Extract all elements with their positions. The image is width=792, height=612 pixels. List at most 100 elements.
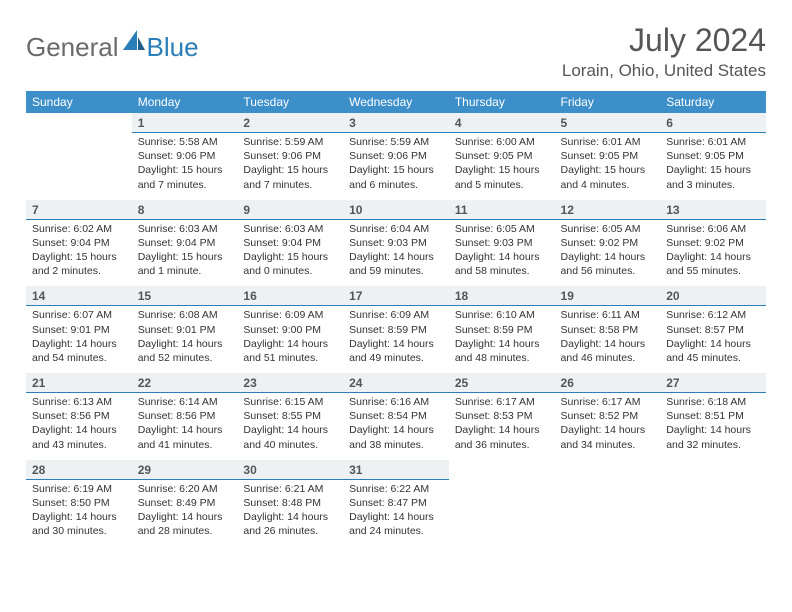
day-details: Sunrise: 6:05 AMSunset: 9:02 PMDaylight:… bbox=[555, 220, 661, 287]
daylight-text: Daylight: 14 hours and 28 minutes. bbox=[138, 510, 232, 538]
day-number: 14 bbox=[26, 286, 132, 306]
location: Lorain, Ohio, United States bbox=[562, 61, 766, 81]
sunrise-text: Sunrise: 6:02 AM bbox=[32, 222, 126, 236]
logo-text-blue: Blue bbox=[147, 32, 199, 63]
sunset-text: Sunset: 8:51 PM bbox=[666, 409, 760, 423]
day-number: 5 bbox=[555, 113, 661, 133]
day-number: 25 bbox=[449, 373, 555, 393]
daylight-text: Daylight: 14 hours and 32 minutes. bbox=[666, 423, 760, 451]
calendar-week-row: 7Sunrise: 6:02 AMSunset: 9:04 PMDaylight… bbox=[26, 200, 766, 287]
sunset-text: Sunset: 9:01 PM bbox=[32, 323, 126, 337]
logo-text-general: General bbox=[26, 32, 119, 63]
calendar-day-cell: 18Sunrise: 6:10 AMSunset: 8:59 PMDayligh… bbox=[449, 286, 555, 373]
day-details: Sunrise: 6:17 AMSunset: 8:53 PMDaylight:… bbox=[449, 393, 555, 460]
daylight-text: Daylight: 14 hours and 55 minutes. bbox=[666, 250, 760, 278]
daylight-text: Daylight: 14 hours and 41 minutes. bbox=[138, 423, 232, 451]
sunset-text: Sunset: 8:59 PM bbox=[455, 323, 549, 337]
sunset-text: Sunset: 9:05 PM bbox=[561, 149, 655, 163]
calendar-week-row: 21Sunrise: 6:13 AMSunset: 8:56 PMDayligh… bbox=[26, 373, 766, 460]
daylight-text: Daylight: 14 hours and 48 minutes. bbox=[455, 337, 549, 365]
calendar-day-cell: 3Sunrise: 5:59 AMSunset: 9:06 PMDaylight… bbox=[343, 113, 449, 200]
day-details: Sunrise: 6:03 AMSunset: 9:04 PMDaylight:… bbox=[132, 220, 238, 287]
sunset-text: Sunset: 8:59 PM bbox=[349, 323, 443, 337]
day-details: Sunrise: 5:59 AMSunset: 9:06 PMDaylight:… bbox=[343, 133, 449, 200]
day-details: Sunrise: 6:20 AMSunset: 8:49 PMDaylight:… bbox=[132, 480, 238, 547]
calendar-day-cell: 29Sunrise: 6:20 AMSunset: 8:49 PMDayligh… bbox=[132, 460, 238, 547]
day-details: Sunrise: 6:09 AMSunset: 8:59 PMDaylight:… bbox=[343, 306, 449, 373]
sunset-text: Sunset: 9:04 PM bbox=[138, 236, 232, 250]
title-block: July 2024 Lorain, Ohio, United States bbox=[562, 22, 766, 81]
calendar-day-cell: . bbox=[660, 460, 766, 547]
daylight-text: Daylight: 14 hours and 52 minutes. bbox=[138, 337, 232, 365]
day-details: Sunrise: 6:11 AMSunset: 8:58 PMDaylight:… bbox=[555, 306, 661, 373]
sunrise-text: Sunrise: 6:09 AM bbox=[349, 308, 443, 322]
logo: General Blue bbox=[26, 30, 199, 65]
day-number: 22 bbox=[132, 373, 238, 393]
calendar-day-cell: 14Sunrise: 6:07 AMSunset: 9:01 PMDayligh… bbox=[26, 286, 132, 373]
day-details: Sunrise: 6:08 AMSunset: 9:01 PMDaylight:… bbox=[132, 306, 238, 373]
sunrise-text: Sunrise: 6:15 AM bbox=[243, 395, 337, 409]
calendar-day-cell: 6Sunrise: 6:01 AMSunset: 9:05 PMDaylight… bbox=[660, 113, 766, 200]
day-details: Sunrise: 6:03 AMSunset: 9:04 PMDaylight:… bbox=[237, 220, 343, 287]
day-of-week-header: Tuesday bbox=[237, 91, 343, 113]
calendar-day-cell: 22Sunrise: 6:14 AMSunset: 8:56 PMDayligh… bbox=[132, 373, 238, 460]
day-details: Sunrise: 6:00 AMSunset: 9:05 PMDaylight:… bbox=[449, 133, 555, 200]
sunrise-text: Sunrise: 6:00 AM bbox=[455, 135, 549, 149]
calendar-day-cell: 15Sunrise: 6:08 AMSunset: 9:01 PMDayligh… bbox=[132, 286, 238, 373]
sunrise-text: Sunrise: 6:01 AM bbox=[666, 135, 760, 149]
daylight-text: Daylight: 14 hours and 56 minutes. bbox=[561, 250, 655, 278]
calendar-day-cell: 8Sunrise: 6:03 AMSunset: 9:04 PMDaylight… bbox=[132, 200, 238, 287]
daylight-text: Daylight: 15 hours and 6 minutes. bbox=[349, 163, 443, 191]
day-details: Sunrise: 6:04 AMSunset: 9:03 PMDaylight:… bbox=[343, 220, 449, 287]
day-number: 7 bbox=[26, 200, 132, 220]
day-details: Sunrise: 6:06 AMSunset: 9:02 PMDaylight:… bbox=[660, 220, 766, 287]
sunrise-text: Sunrise: 6:09 AM bbox=[243, 308, 337, 322]
day-details: Sunrise: 6:05 AMSunset: 9:03 PMDaylight:… bbox=[449, 220, 555, 287]
day-number: 29 bbox=[132, 460, 238, 480]
sunset-text: Sunset: 9:05 PM bbox=[666, 149, 760, 163]
calendar-table: SundayMondayTuesdayWednesdayThursdayFrid… bbox=[26, 91, 766, 546]
sunrise-text: Sunrise: 6:18 AM bbox=[666, 395, 760, 409]
calendar-day-cell: 10Sunrise: 6:04 AMSunset: 9:03 PMDayligh… bbox=[343, 200, 449, 287]
day-details: Sunrise: 5:58 AMSunset: 9:06 PMDaylight:… bbox=[132, 133, 238, 200]
calendar-day-cell: 20Sunrise: 6:12 AMSunset: 8:57 PMDayligh… bbox=[660, 286, 766, 373]
day-number: 2 bbox=[237, 113, 343, 133]
day-number: 28 bbox=[26, 460, 132, 480]
day-of-week-header: Saturday bbox=[660, 91, 766, 113]
day-number: 24 bbox=[343, 373, 449, 393]
sunset-text: Sunset: 8:57 PM bbox=[666, 323, 760, 337]
day-number: 13 bbox=[660, 200, 766, 220]
day-of-week-header: Sunday bbox=[26, 91, 132, 113]
sunset-text: Sunset: 8:52 PM bbox=[561, 409, 655, 423]
sunset-text: Sunset: 9:06 PM bbox=[243, 149, 337, 163]
day-details: Sunrise: 6:09 AMSunset: 9:00 PMDaylight:… bbox=[237, 306, 343, 373]
calendar-week-row: 28Sunrise: 6:19 AMSunset: 8:50 PMDayligh… bbox=[26, 460, 766, 547]
day-number: 1 bbox=[132, 113, 238, 133]
daylight-text: Daylight: 15 hours and 5 minutes. bbox=[455, 163, 549, 191]
sunrise-text: Sunrise: 6:16 AM bbox=[349, 395, 443, 409]
day-number: 31 bbox=[343, 460, 449, 480]
sunset-text: Sunset: 8:49 PM bbox=[138, 496, 232, 510]
calendar-day-cell: 21Sunrise: 6:13 AMSunset: 8:56 PMDayligh… bbox=[26, 373, 132, 460]
day-number: 30 bbox=[237, 460, 343, 480]
sunset-text: Sunset: 8:47 PM bbox=[349, 496, 443, 510]
sunrise-text: Sunrise: 6:20 AM bbox=[138, 482, 232, 496]
calendar-day-cell: . bbox=[26, 113, 132, 200]
calendar-day-cell: 27Sunrise: 6:18 AMSunset: 8:51 PMDayligh… bbox=[660, 373, 766, 460]
sunset-text: Sunset: 8:58 PM bbox=[561, 323, 655, 337]
sunrise-text: Sunrise: 6:01 AM bbox=[561, 135, 655, 149]
day-details: Sunrise: 6:10 AMSunset: 8:59 PMDaylight:… bbox=[449, 306, 555, 373]
day-number: 23 bbox=[237, 373, 343, 393]
sunrise-text: Sunrise: 6:11 AM bbox=[561, 308, 655, 322]
sunrise-text: Sunrise: 6:03 AM bbox=[138, 222, 232, 236]
daylight-text: Daylight: 14 hours and 46 minutes. bbox=[561, 337, 655, 365]
day-number: 17 bbox=[343, 286, 449, 306]
day-details: Sunrise: 6:01 AMSunset: 9:05 PMDaylight:… bbox=[660, 133, 766, 200]
calendar-day-cell: 4Sunrise: 6:00 AMSunset: 9:05 PMDaylight… bbox=[449, 113, 555, 200]
daylight-text: Daylight: 14 hours and 51 minutes. bbox=[243, 337, 337, 365]
daylight-text: Daylight: 14 hours and 38 minutes. bbox=[349, 423, 443, 451]
logo-sail-icon bbox=[123, 30, 145, 55]
daylight-text: Daylight: 15 hours and 1 minute. bbox=[138, 250, 232, 278]
calendar-header-row: SundayMondayTuesdayWednesdayThursdayFrid… bbox=[26, 91, 766, 113]
sunrise-text: Sunrise: 6:14 AM bbox=[138, 395, 232, 409]
